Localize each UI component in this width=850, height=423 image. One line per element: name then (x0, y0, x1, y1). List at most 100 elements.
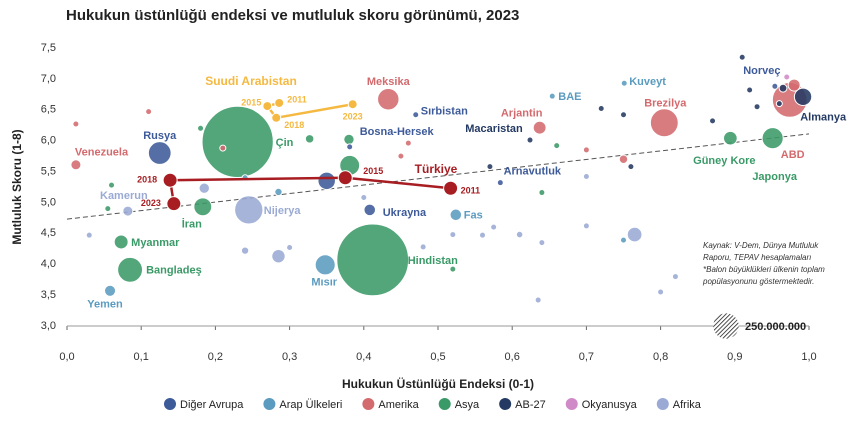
bubble (336, 223, 410, 297)
legend-marker (565, 398, 578, 410)
trajectory-point (347, 99, 358, 110)
y-tick-label: 7,5 (41, 42, 56, 54)
trajectory-point (162, 172, 178, 188)
trajectory-point (337, 170, 353, 186)
bubble (627, 163, 635, 171)
bubble (72, 120, 80, 128)
legend-marker (438, 398, 451, 410)
bubble-label: Hindistan (408, 255, 458, 267)
bubble (363, 203, 377, 217)
year-label: 2015 (363, 166, 383, 176)
bubble (271, 248, 286, 264)
x-tick-label: 0,1 (134, 351, 149, 363)
bubble (286, 244, 294, 252)
bubble (657, 288, 665, 296)
bubble (70, 159, 82, 171)
trajectory-name: Suudi Arabistan (205, 74, 297, 88)
bubble-label: Macaristan (465, 123, 523, 135)
bubble (314, 254, 336, 276)
bubble-label: Brezilya (644, 98, 687, 110)
bubble (197, 124, 205, 132)
year-label: 2023 (141, 198, 161, 208)
bubble (620, 111, 627, 119)
bubble (496, 179, 504, 187)
x-tick-label: 1,0 (801, 351, 816, 363)
bubble (582, 146, 590, 154)
trend-line (66, 133, 810, 220)
bubble-label: Almanya (800, 112, 847, 124)
bubble (234, 195, 264, 225)
bubble (449, 231, 457, 239)
bubble-label: Japonya (752, 171, 798, 183)
bubble-label: Çin (276, 137, 294, 149)
bubble-label: Norveç (743, 65, 780, 77)
bubble-label: Kuveyt (629, 76, 666, 88)
bubble-label: Meksika (367, 76, 411, 88)
legend-marker (656, 398, 669, 410)
bubble (620, 236, 627, 244)
bubble (793, 87, 813, 106)
bubble (360, 194, 368, 202)
bubble-label: Bangladeş (146, 265, 202, 277)
bubble-label: Kamerun (100, 190, 148, 202)
bubble (240, 246, 250, 255)
trajectory-name: Türkiye (415, 162, 458, 176)
bubble-label: Ukrayna (383, 207, 427, 219)
y-tick-label: 5,5 (41, 165, 56, 177)
bubble-label: Myanmar (131, 237, 180, 249)
bubble-label: Nijerya (264, 205, 302, 217)
bubble (775, 100, 783, 108)
y-tick-label: 7,0 (41, 73, 56, 85)
y-tick-label: 6,0 (41, 135, 56, 147)
x-tick-label: 0,7 (579, 351, 594, 363)
x-tick-label: 0,8 (653, 351, 668, 363)
bubble (746, 86, 754, 94)
bubble (412, 111, 420, 119)
bubble (377, 88, 400, 111)
bubble-label: Fas (464, 210, 483, 222)
year-label: 2018 (137, 175, 157, 185)
bubble (597, 105, 605, 113)
trajectory-point (274, 97, 285, 108)
legend-label: AB-27 (515, 399, 546, 411)
bubble (145, 108, 153, 116)
bubble (771, 82, 779, 90)
bubble (582, 172, 590, 180)
trajectory-line (168, 176, 451, 204)
bubble-label: Arjantin (501, 108, 543, 120)
bubble (723, 130, 738, 146)
legend-label: Amerika (378, 399, 419, 411)
bubble (787, 78, 801, 92)
bubble (538, 189, 546, 197)
source-note: popülasyonunu göstermektedir. (702, 277, 814, 286)
legend-label: Afrika (673, 399, 702, 411)
bubble (582, 222, 590, 230)
bubble (548, 92, 556, 100)
bubble (404, 139, 412, 147)
bubble-label: ABD (781, 149, 805, 161)
bubble (753, 103, 761, 111)
bubble (490, 223, 498, 231)
trajectory-point (262, 101, 273, 112)
bubble-label: Güney Kore (693, 155, 755, 167)
bubble (778, 83, 788, 93)
size-legend-marker (713, 313, 739, 339)
x-tick-label: 0,9 (727, 351, 742, 363)
bubble-label: Sırbistan (421, 106, 468, 118)
bubble-label: Rusya (143, 130, 177, 142)
trajectory-point (443, 180, 459, 196)
legend-label: Arap Ülkeleri (279, 399, 342, 411)
bubble (783, 73, 791, 81)
bubble-label: Mısır (311, 277, 337, 289)
bubble (449, 208, 463, 222)
legend-marker (164, 398, 176, 410)
source-note: Kaynak: V-Dem, Dünya Mutluluk (703, 241, 819, 250)
bubble (526, 136, 534, 144)
year-label: 2018 (284, 120, 304, 130)
bubble (201, 105, 274, 179)
bubble (626, 226, 643, 243)
bubble (479, 231, 487, 239)
x-tick-label: 0,0 (59, 351, 74, 363)
x-tick-label: 0,6 (505, 351, 520, 363)
